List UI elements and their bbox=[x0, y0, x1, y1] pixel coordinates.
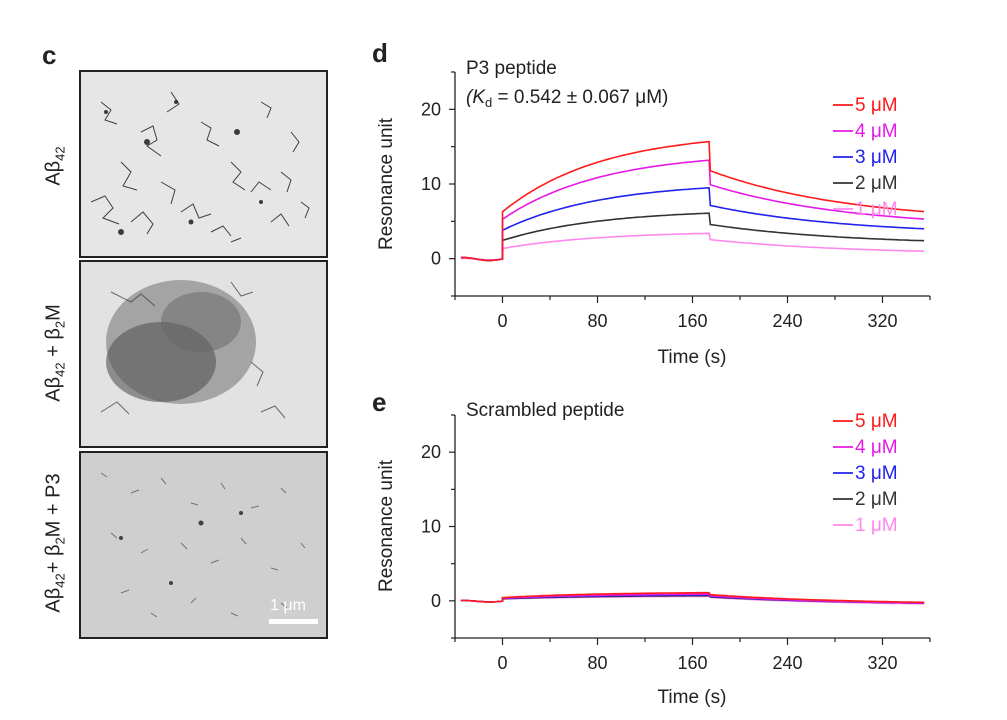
e-series-line-2 bbox=[460, 593, 925, 604]
chart-e-xlabel: Time (s) bbox=[658, 687, 727, 708]
chart-d-kd: (Kd = 0.542 ± 0.067 μM) bbox=[466, 87, 668, 110]
e-series-line-1 bbox=[460, 591, 925, 604]
d-legend-label: 4 μM bbox=[855, 121, 898, 142]
tem-image-abeta42-b2m bbox=[79, 260, 328, 448]
tem-micrograph-fibril-cluster bbox=[81, 262, 326, 446]
chart-e: 0 10 20 0 80 160 240 320 Scrambled peptide Reso… bbox=[376, 400, 931, 708]
e-xtick-label: 0 bbox=[497, 653, 507, 673]
panel-letter-d: d bbox=[372, 38, 388, 68]
tem-micrograph-fibrils-sparse bbox=[81, 72, 326, 256]
tem-image-abeta42 bbox=[79, 70, 328, 258]
e-xtick-label: 320 bbox=[867, 653, 897, 673]
d-ytick-label: 0 bbox=[431, 249, 441, 269]
d-series-line-3 bbox=[460, 186, 925, 262]
scale-bar-label: 1 μm bbox=[270, 597, 306, 614]
panel-letter-e: e bbox=[372, 387, 387, 417]
d-legend-label: 1 μM bbox=[855, 199, 898, 220]
chart-d-ylabel: Resonance unit bbox=[376, 117, 397, 250]
e-xtick-label: 80 bbox=[587, 653, 607, 673]
d-series-line-4 bbox=[460, 212, 925, 262]
chart-d-title: P3 peptide bbox=[466, 58, 557, 79]
scale-bar bbox=[269, 619, 318, 624]
chart-e-title: Scrambled peptide bbox=[466, 400, 624, 421]
d-legend-label: 2 μM bbox=[855, 173, 898, 194]
e-xtick-label: 160 bbox=[677, 653, 707, 673]
d-xtick-label: 320 bbox=[867, 311, 897, 331]
d-legend-label: 5 μM bbox=[855, 95, 898, 116]
panel-letter-c: c bbox=[42, 40, 57, 70]
d-xtick-label: 160 bbox=[677, 311, 707, 331]
e-legend-label: 5 μM bbox=[855, 411, 898, 432]
e-ytick-label: 10 bbox=[421, 517, 441, 537]
d-xtick-label: 0 bbox=[497, 311, 507, 331]
chart-d-xlabel: Time (s) bbox=[658, 347, 727, 368]
e-legend-label: 2 μM bbox=[855, 489, 898, 510]
d-ytick-label: 20 bbox=[421, 99, 441, 119]
chart-d: 0 10 20 0 80 160 240 320 P3 peptide (Kd = 0.542… bbox=[376, 58, 931, 368]
d-ytick-label: 10 bbox=[421, 174, 441, 194]
d-xtick-label: 80 bbox=[587, 311, 607, 331]
e-legend-label: 4 μM bbox=[855, 437, 898, 458]
d-legend-label: 3 μM bbox=[855, 147, 898, 168]
d-series-line-2 bbox=[460, 159, 925, 262]
d-series-line-1 bbox=[460, 140, 925, 262]
e-ytick-label: 20 bbox=[421, 442, 441, 462]
e-xtick-label: 240 bbox=[772, 653, 802, 673]
tem-micrograph-short-fibrils bbox=[81, 453, 326, 637]
chart-d-series bbox=[460, 140, 925, 262]
e-legend-label: 3 μM bbox=[855, 463, 898, 484]
d-xtick-label: 240 bbox=[772, 311, 802, 331]
e-ytick-label: 0 bbox=[431, 591, 441, 611]
d-series-line-5 bbox=[460, 232, 925, 261]
tem-image-abeta42-b2m-p3: 1 μm bbox=[79, 451, 328, 639]
chart-e-ylabel: Resonance unit bbox=[376, 459, 397, 592]
chart-e-series bbox=[460, 591, 925, 605]
e-legend-label: 1 μM bbox=[855, 515, 898, 536]
